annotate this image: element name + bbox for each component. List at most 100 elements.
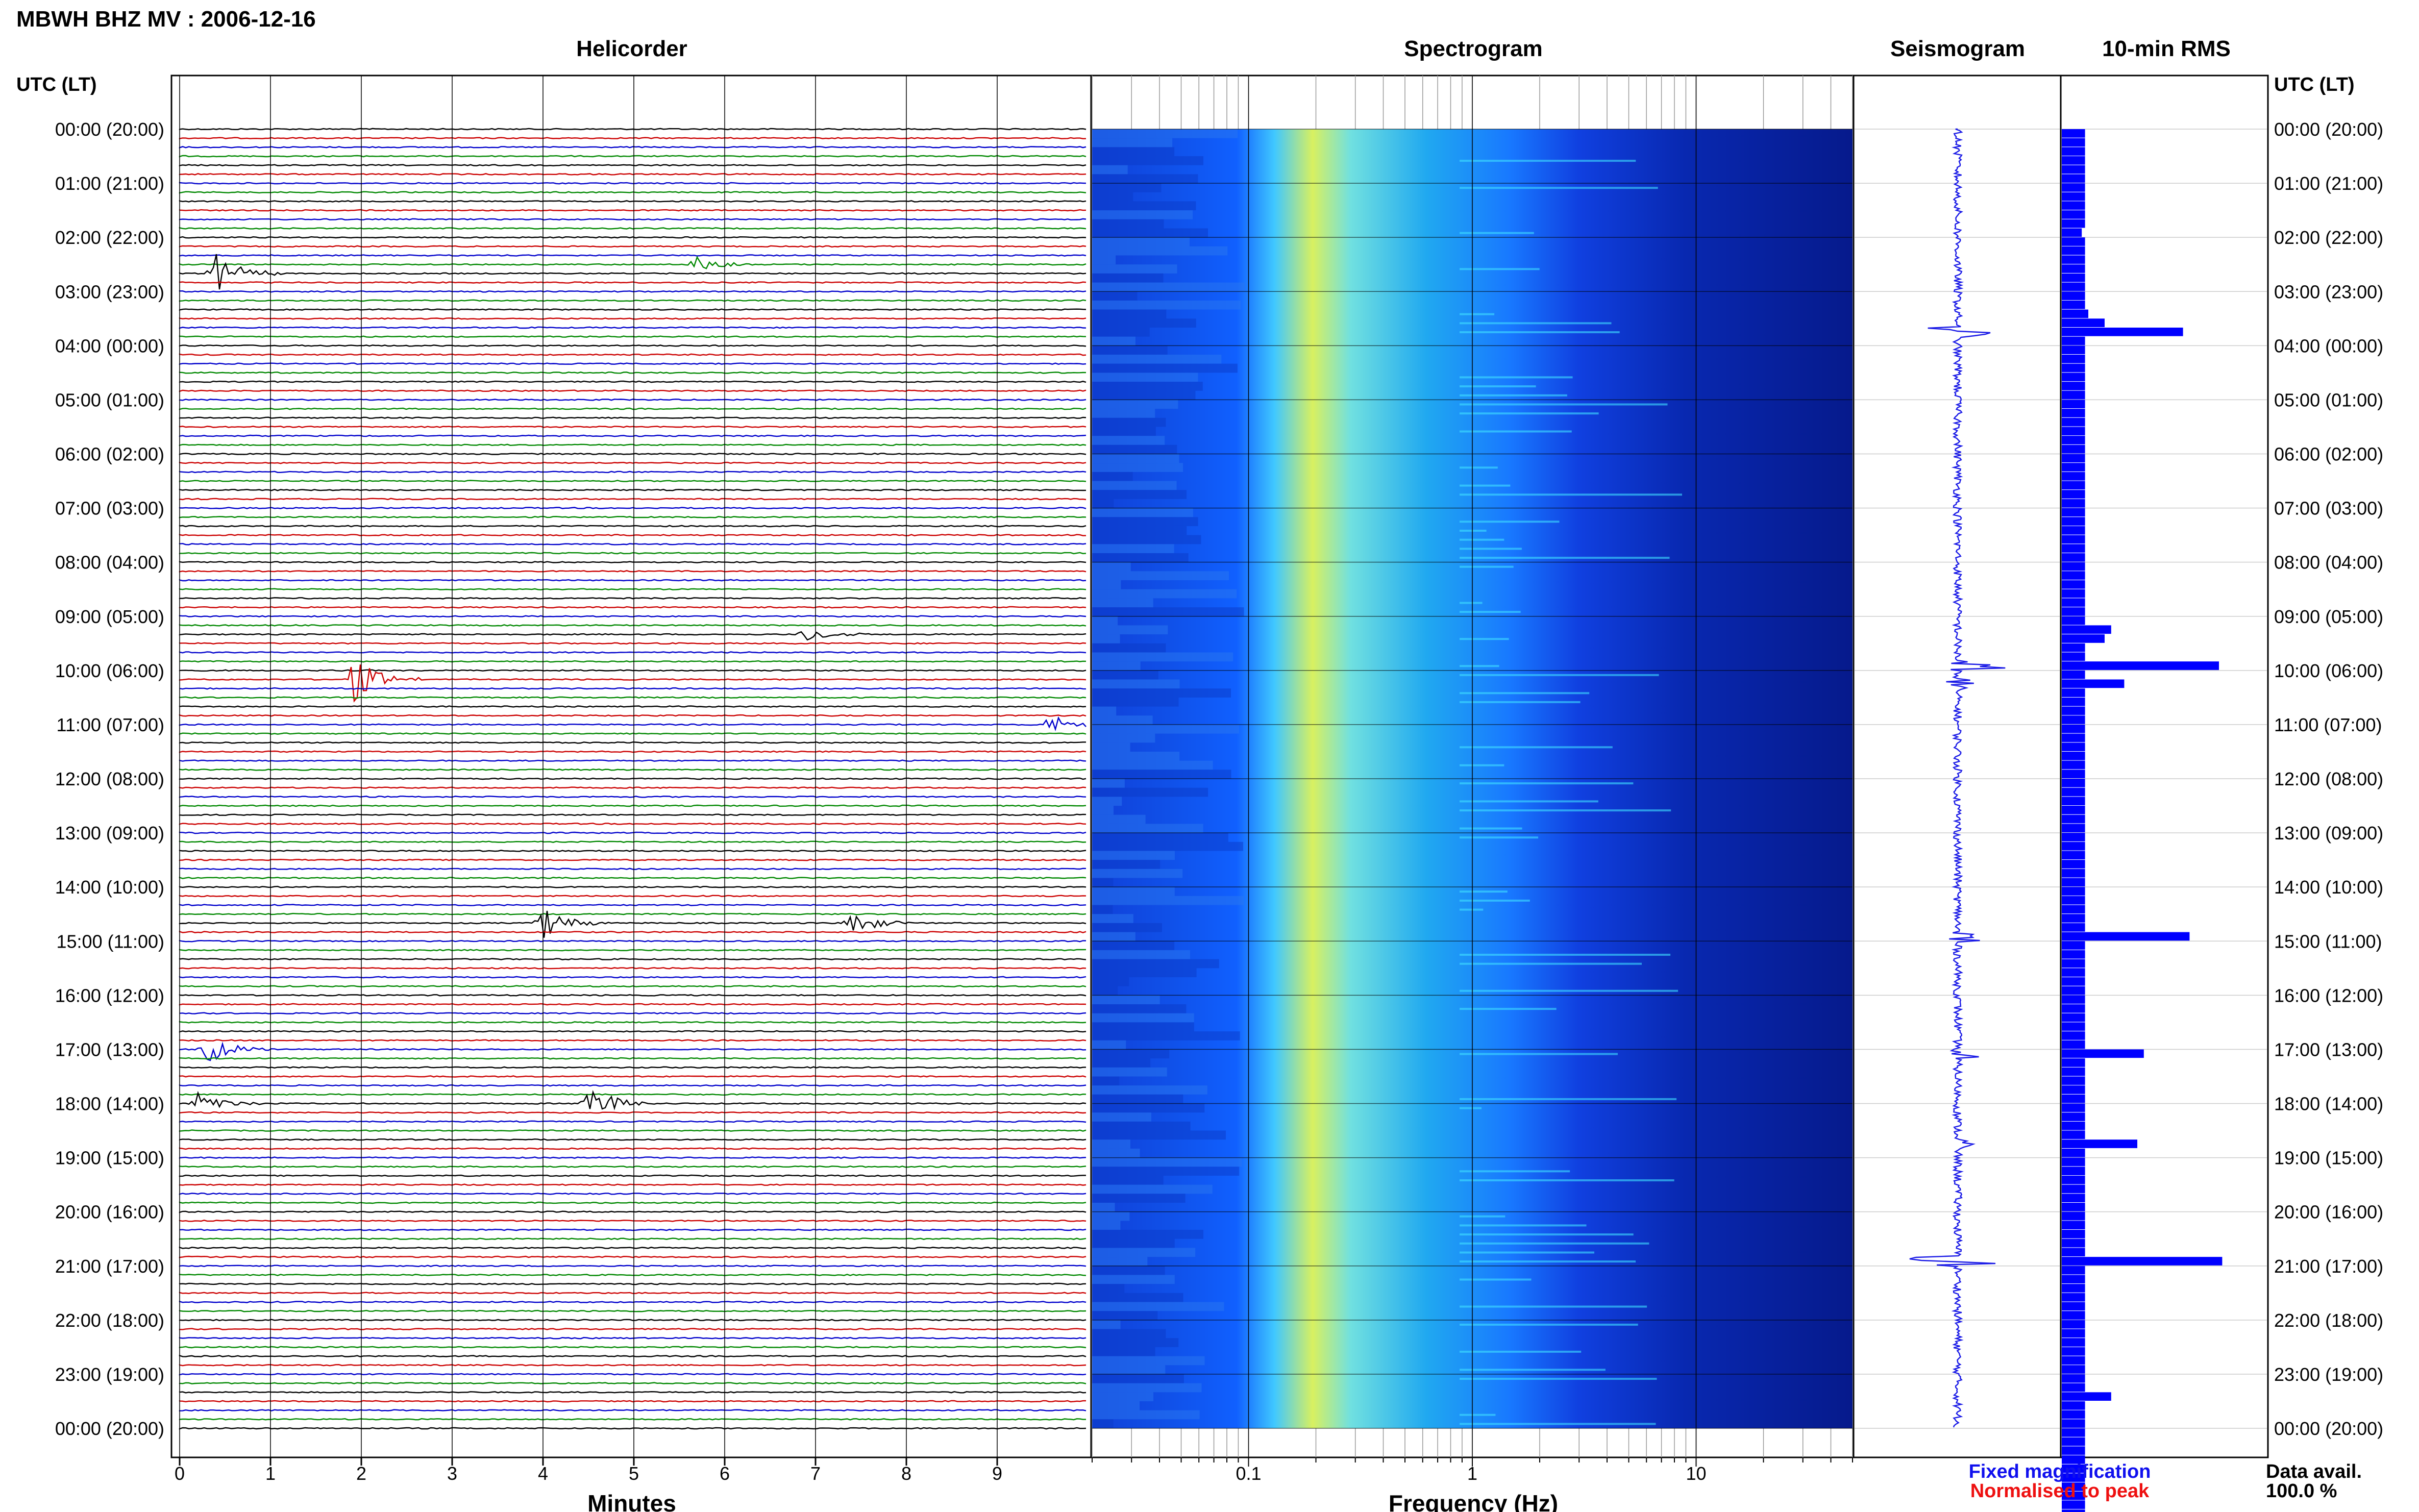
- spectrogram-low-band: [1092, 1392, 1154, 1401]
- right-time-label: 20:00 (16:00): [2274, 1202, 2383, 1223]
- spectrogram-low-band: [1092, 1031, 1240, 1040]
- spectrogram-low-band: [1092, 1130, 1226, 1140]
- helicorder-trace-line: [179, 1084, 1087, 1087]
- spectrogram-low-band: [1092, 869, 1183, 878]
- helicorder-trace-line: [179, 669, 1087, 672]
- spectrogram-low-band: [1092, 571, 1229, 580]
- helicorder-trace-line: [179, 1030, 1087, 1033]
- helicorder-trace-line: [179, 389, 1087, 392]
- right-time-label: 04:00 (00:00): [2274, 335, 2383, 356]
- right-time-label: 21:00 (17:00): [2274, 1256, 2383, 1277]
- spectrogram-low-band: [1092, 1094, 1183, 1104]
- spectrogram-low-band: [1092, 1275, 1175, 1284]
- left-time-label: 10:00 (06:00): [55, 660, 164, 681]
- helicorder-trace-line: [179, 1183, 1087, 1186]
- helicorder-trace-line: [179, 1373, 1087, 1376]
- helicorder-trace-line: [179, 949, 1087, 952]
- rms-bar: [2062, 806, 2085, 814]
- helicorder-trace-line: [179, 570, 1087, 573]
- rms-bar: [2062, 733, 2085, 742]
- helicorder-trace-line: [179, 1400, 1087, 1403]
- right-time-label: 00:00 (20:00): [2274, 1418, 2383, 1439]
- rms-bar: [2062, 1383, 2085, 1392]
- helicorder-trace-line: [179, 200, 1087, 203]
- spectrogram-low-band: [1092, 1401, 1140, 1410]
- rms-bar: [2062, 1374, 2085, 1383]
- spectrogram-low-band: [1092, 1284, 1125, 1293]
- spectrogram-event-streak: [1460, 1323, 1638, 1326]
- rms-bar: [2062, 1428, 2085, 1437]
- spectrogram-event-streak: [1460, 1098, 1677, 1100]
- right-time-label: 12:00 (08:00): [2274, 769, 2383, 789]
- helicorder-trace-line: [179, 254, 1087, 257]
- rms-bar: [2062, 752, 2085, 760]
- rms-bar: [2062, 1491, 2085, 1500]
- spectrogram-low-band: [1092, 1194, 1186, 1203]
- left-time-label: 19:00 (15:00): [55, 1148, 164, 1169]
- helicorder-trace-line: [179, 335, 1087, 338]
- rms-bar: [2062, 409, 2085, 417]
- spectrogram-event-streak: [1460, 1260, 1636, 1263]
- rms-bar: [2062, 724, 2085, 733]
- spectrogram-event-streak: [1460, 611, 1521, 613]
- helicorder-trace-line: [179, 515, 1087, 518]
- spectrogram-low-band: [1092, 1356, 1205, 1366]
- spectrogram-low-band: [1092, 147, 1175, 157]
- helicorder-trace-line: [179, 831, 1087, 834]
- spectrogram-event-streak: [1460, 692, 1590, 695]
- spectrogram-low-band: [1092, 444, 1177, 454]
- rms-bar: [2062, 1076, 2085, 1085]
- rms-title: 10-min RMS: [2102, 36, 2231, 61]
- rms-bar: [2062, 652, 2085, 661]
- left-time-label: 22:00 (18:00): [55, 1310, 164, 1331]
- helicorder-trace-line: [179, 858, 1087, 861]
- rms-bar: [2062, 995, 2085, 1004]
- spectrogram-low-band: [1092, 697, 1179, 707]
- helicorder-trace-line: [179, 1138, 1087, 1141]
- spectrogram-event-streak: [1460, 1053, 1618, 1055]
- spectrogram-low-band: [1092, 499, 1114, 508]
- spectrogram-low-band: [1092, 1004, 1187, 1013]
- rms-bar: [2062, 896, 2085, 905]
- rms-bar: [2062, 417, 2085, 427]
- spectrogram-low-band: [1092, 1221, 1121, 1230]
- right-time-label: 14:00 (10:00): [2274, 877, 2383, 898]
- spectrogram-low-band: [1092, 1184, 1213, 1194]
- spectrogram-event-streak: [1460, 989, 1679, 992]
- left-time-label: 11:00 (07:00): [57, 714, 164, 735]
- rms-bar: [2062, 1211, 2085, 1221]
- helicorder-trace-line: [179, 542, 1087, 546]
- helicorder-trace-line: [179, 714, 1087, 717]
- minute-tick-label: 7: [810, 1463, 821, 1484]
- spectrogram-low-band: [1092, 454, 1179, 463]
- helicorder-trace-line: [179, 461, 1087, 464]
- rms-bar: [2062, 1031, 2085, 1040]
- spectrogram-low-band: [1092, 562, 1131, 572]
- spectrogram-low-band: [1092, 219, 1164, 229]
- rms-bar: [2062, 797, 2085, 806]
- helicorder-trace-line: [179, 470, 1087, 474]
- helicorder-trace-line: [179, 631, 1087, 641]
- spectrogram-low-band: [1092, 760, 1213, 770]
- spectrogram-low-band: [1092, 517, 1198, 526]
- helicorder-trace-line: [179, 1021, 1087, 1024]
- rms-bar: [2062, 833, 2085, 841]
- helicorder-trace-line: [179, 759, 1087, 762]
- rms-bar: [2062, 490, 2085, 499]
- spectrogram-event-streak: [1460, 890, 1508, 893]
- minute-tick-label: 6: [720, 1463, 730, 1484]
- helicorder-trace-line: [179, 236, 1087, 239]
- spectrogram-low-band: [1092, 1248, 1196, 1257]
- spectrogram-low-band: [1092, 481, 1177, 490]
- spectrogram-low-band: [1092, 652, 1233, 662]
- spectrogram-low-band: [1092, 264, 1177, 274]
- spectrogram-low-band: [1092, 1211, 1130, 1221]
- spectrogram-low-band: [1092, 165, 1128, 175]
- right-time-label: 16:00 (12:00): [2274, 985, 2383, 1006]
- spectrogram-low-band: [1092, 1076, 1120, 1086]
- spectrogram-low-band: [1092, 1040, 1126, 1050]
- spectrogram-low-band: [1092, 526, 1187, 535]
- rms-bar: [2062, 1257, 2223, 1266]
- helicorder-trace-line: [179, 371, 1087, 374]
- right-time-label: 11:00 (07:00): [2274, 714, 2382, 735]
